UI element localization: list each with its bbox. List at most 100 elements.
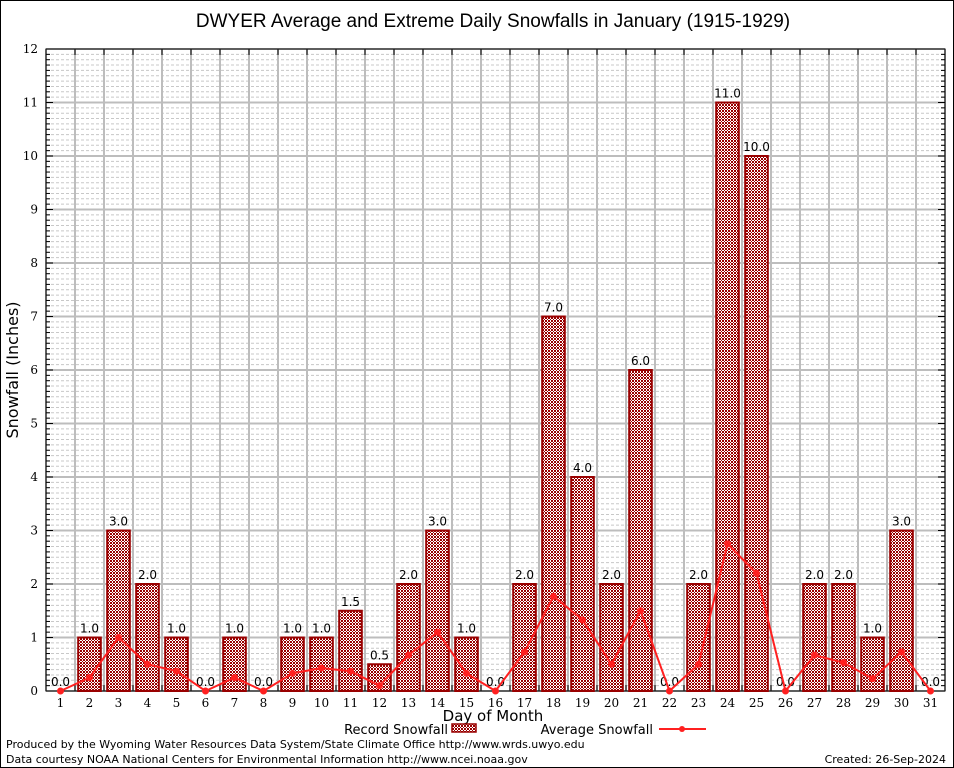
x-tick-label: 13 <box>401 696 416 710</box>
y-tick-label: 3 <box>30 524 38 538</box>
average-point <box>927 687 934 695</box>
y-tick-label: 12 <box>23 42 38 56</box>
average-point <box>753 569 760 577</box>
x-tick-label: 26 <box>778 696 793 710</box>
average-point <box>434 628 441 636</box>
average-point <box>666 687 673 695</box>
record-bar <box>512 583 537 692</box>
y-axis-label: Snowfall (Inches) <box>3 301 22 438</box>
legend-record-swatch <box>451 723 477 733</box>
average-point <box>57 687 64 695</box>
bar-value-label: 0.0 <box>196 675 215 689</box>
y-tick-label: 8 <box>30 256 38 270</box>
average-point <box>811 651 818 659</box>
record-bar <box>338 609 363 692</box>
record-bar <box>454 636 479 692</box>
average-point <box>782 687 789 695</box>
x-tick-label: 1 <box>57 696 65 710</box>
average-point <box>202 687 209 695</box>
x-tick-label: 21 <box>633 696 648 710</box>
y-tick-label: 6 <box>30 363 38 377</box>
x-tick-label: 6 <box>202 696 210 710</box>
average-point <box>869 675 876 683</box>
x-tick-label: 17 <box>517 696 532 710</box>
y-tick-label: 0 <box>30 684 38 698</box>
x-tick-label: 15 <box>459 696 474 710</box>
bar-value-label: 2.0 <box>834 568 853 582</box>
bar-value-label: 4.0 <box>573 461 592 475</box>
x-tick-label: 7 <box>231 696 239 710</box>
average-point <box>347 667 354 675</box>
bar-value-label: 2.0 <box>399 568 418 582</box>
y-tick-label: 1 <box>30 631 38 645</box>
record-bar <box>77 636 102 692</box>
record-bar <box>164 636 189 692</box>
average-point <box>115 634 122 641</box>
record-bar <box>106 529 131 692</box>
x-tick-label: 29 <box>865 696 880 710</box>
record-bar <box>860 636 885 692</box>
record-bar <box>686 583 711 692</box>
record-bar <box>599 583 624 692</box>
x-axis: 1 2 3 4 5 6 7 8 9 10 11 12 13 14 15 16 17 18 19 20 21 22 23 24 2… <box>45 49 946 710</box>
x-tick-label: 12 <box>372 696 387 710</box>
record-bar <box>744 155 769 692</box>
bar-value-label: 2.0 <box>138 568 157 582</box>
x-tick-label: 14 <box>430 696 446 710</box>
average-point <box>492 687 499 695</box>
bar-value-label: 2.0 <box>805 568 824 582</box>
average-point <box>260 687 267 695</box>
bar-value-label: 2.0 <box>689 568 708 582</box>
x-tick-label: 3 <box>115 696 123 710</box>
bar-value-label: 0.0 <box>51 675 70 689</box>
x-tick-label: 28 <box>836 696 851 710</box>
bar-value-label: 11.0 <box>714 87 741 101</box>
average-point <box>608 660 615 668</box>
legend: Record Snowfall Average Snowfall <box>344 723 706 738</box>
bar-value-label: 10.0 <box>743 140 770 154</box>
chart-title: DWYER Average and Extreme Daily Snowfall… <box>196 11 790 32</box>
average-point <box>695 660 702 668</box>
x-tick-label: 5 <box>173 696 181 710</box>
average-point <box>840 659 847 667</box>
record-bar <box>570 476 595 692</box>
x-tick-label: 30 <box>894 696 909 710</box>
bar-value-label: 0.0 <box>660 675 679 689</box>
y-tick-label: 5 <box>30 417 38 431</box>
x-tick-label: 22 <box>662 696 677 710</box>
bar-value-label: 3.0 <box>109 515 128 529</box>
bar-value-label: 1.0 <box>80 622 99 636</box>
record-bar <box>628 369 653 692</box>
footer-producer: Produced by the Wyoming Water Resources … <box>6 738 585 751</box>
y-tick-label: 9 <box>30 203 38 217</box>
average-point <box>318 664 325 672</box>
average-point <box>579 616 586 624</box>
y-tick-label: 11 <box>23 96 38 110</box>
x-tick-label: 8 <box>260 696 268 710</box>
x-tick-label: 25 <box>749 696 764 710</box>
average-line <box>57 540 934 695</box>
legend-record-label: Record Snowfall <box>344 723 448 738</box>
y-tick-label: 7 <box>30 310 38 324</box>
average-point <box>376 682 383 690</box>
average-point <box>521 648 528 656</box>
bar-value-label: 0.0 <box>254 675 273 689</box>
average-point <box>463 669 470 677</box>
record-bar <box>309 636 334 692</box>
legend-average-marker <box>679 726 685 732</box>
average-point <box>637 607 644 615</box>
bar-value-label: 1.0 <box>225 622 244 636</box>
average-point <box>144 660 151 668</box>
x-tick-label: 24 <box>720 696 736 710</box>
record-bar <box>889 529 914 692</box>
y-tick-label: 2 <box>30 577 38 591</box>
record-bar <box>831 583 856 692</box>
bar-value-label: 1.0 <box>283 622 302 636</box>
bar-value-label: 1.0 <box>312 622 331 636</box>
x-tick-label: 11 <box>343 696 358 710</box>
bar-value-label: 6.0 <box>631 354 650 368</box>
bar-value-label: 2.0 <box>602 568 621 582</box>
record-bar <box>280 636 305 692</box>
bar-value-label: 1.0 <box>863 622 882 636</box>
